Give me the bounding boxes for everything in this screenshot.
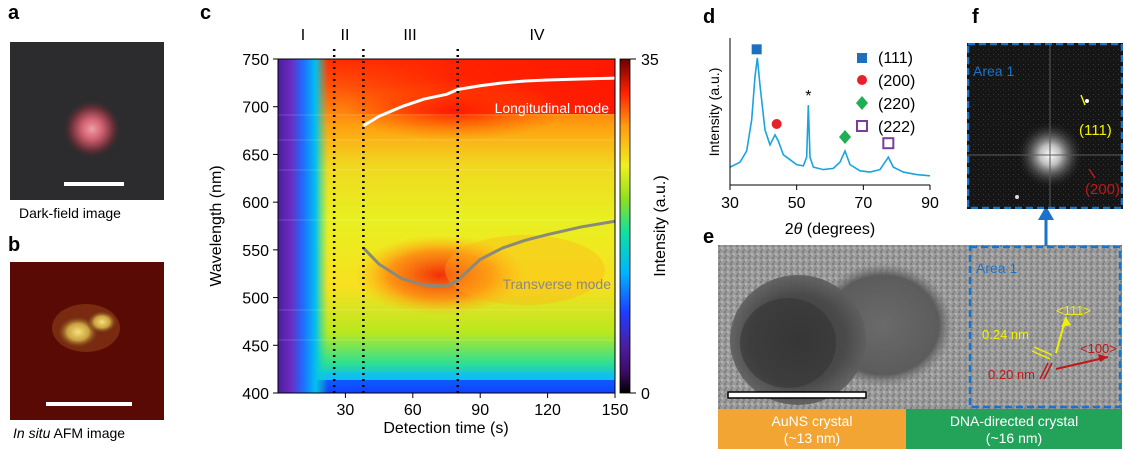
- c-ytick-label: 550: [242, 243, 269, 260]
- scale-bar: [64, 182, 124, 186]
- spacing-label-024: 0.24 nm: [982, 327, 1029, 342]
- transverse-mode-label: Transverse mode: [503, 276, 612, 292]
- c-ytick-label: 650: [242, 147, 269, 164]
- mode-curve: [362, 76, 616, 128]
- phase-label-I: I: [301, 27, 305, 44]
- c-ytick-label: 750: [242, 52, 269, 69]
- colorbar-min: 0: [641, 386, 650, 403]
- colorbar: [619, 58, 631, 394]
- panel-letter-a: a: [8, 2, 20, 24]
- peak-marker-111: [751, 44, 762, 55]
- longitudinal-mode-label: Longitudinal mode: [495, 100, 610, 116]
- direction-label-111: <111>: [1056, 303, 1091, 318]
- c-ytick-label: 450: [242, 338, 269, 355]
- dark-field-image: [10, 42, 164, 200]
- area-1-label-e: Area 1: [976, 260, 1017, 276]
- c-ytick-label: 600: [242, 195, 269, 212]
- heatmap-image: [278, 59, 615, 393]
- area-1-box-f: [967, 43, 1123, 209]
- peak-marker-200: [771, 118, 782, 129]
- legend-label-220: (220): [878, 96, 915, 113]
- fft-image: Area 1 (111) (200): [967, 43, 1123, 209]
- caption-b: In situ AFM image: [13, 425, 125, 441]
- legend-marker-111: [857, 53, 867, 63]
- afm-image: [10, 262, 164, 420]
- c-ytick-label: 500: [242, 291, 269, 308]
- direction-label-100: <100>: [1080, 341, 1117, 356]
- caption-a: Dark-field image: [19, 205, 121, 221]
- phase-label-IV: IV: [529, 27, 544, 44]
- auns-crystal-bar: [718, 409, 906, 449]
- mode-curve: [362, 219, 616, 288]
- panel-letter-b: b: [8, 234, 21, 256]
- plot-frame: [277, 58, 616, 394]
- scale-bar: [727, 391, 867, 399]
- c-xtick-label: 120: [534, 402, 561, 419]
- scale-bar: [46, 402, 132, 406]
- d-xtick-label: 90: [921, 195, 939, 212]
- legend-label-111: (111): [878, 50, 913, 67]
- d-xtick-label: 70: [854, 195, 872, 212]
- phase-label-II: II: [341, 27, 350, 44]
- fft-spot-200-label: (200): [1085, 181, 1120, 198]
- c-xtick-label: 90: [471, 402, 489, 419]
- xrd-legend: (111) (200) (220) (222): [856, 50, 915, 136]
- xrd-curve: [729, 57, 931, 177]
- dna-bar-line1: DNA-directed crystal: [950, 413, 1078, 429]
- dna-directed-crystal-bar: [906, 409, 1122, 449]
- colorbar-max: 35: [641, 52, 659, 69]
- c-ytick-label: 700: [242, 100, 269, 117]
- legend-label-200: (200): [878, 73, 915, 90]
- panel-letter-d: d: [703, 6, 716, 28]
- tem-image: Area 1 <111> 0.24 nm <100> 0.20 nm AuNS …: [718, 245, 1122, 449]
- d-xlabel: 2θ (degrees): [785, 221, 876, 238]
- legend-marker-200: [857, 75, 867, 85]
- peak-marker-222: [882, 137, 895, 150]
- colorbar-label: Intensity (a.u.): [652, 175, 669, 276]
- panel-letter-e: e: [703, 226, 715, 248]
- area-1-label-f: Area 1: [973, 63, 1014, 79]
- fft-spot-111-label: (111): [1079, 122, 1112, 139]
- link-arrow: [1038, 206, 1054, 246]
- caption-b-rest: AFM image: [50, 425, 126, 441]
- legend-marker-222: [856, 120, 868, 132]
- panel-letter-f: f: [972, 6, 979, 28]
- d-ylabel: Intensity (a.u.): [706, 68, 722, 157]
- impurity-star: *: [805, 88, 811, 105]
- c-ylabel: Wavelength (nm): [208, 165, 225, 286]
- c-xtick-label: 60: [404, 402, 422, 419]
- d-xtick-label: 50: [788, 195, 806, 212]
- area-1-box: [968, 245, 1122, 409]
- peak-marker-220: [839, 130, 851, 144]
- spacing-label-020: 0.20 nm: [988, 367, 1035, 382]
- dna-bar-line2: (~16 nm): [986, 430, 1042, 446]
- caption-b-italic: In situ: [13, 425, 51, 441]
- c-xtick-label: 150: [602, 402, 629, 419]
- c-xlabel: Detection time (s): [383, 420, 508, 437]
- legend-label-222: (222): [878, 119, 915, 136]
- legend-marker-220: [856, 96, 868, 110]
- panel-letter-c: c: [200, 2, 212, 24]
- c-ytick-label: 400: [242, 386, 269, 403]
- auns-bar-line2: (~13 nm): [784, 430, 840, 446]
- xrd-chart: * (111) (200) (220) (222) 30 50 70 90 Inten…: [706, 38, 939, 238]
- d-xtick-label: 30: [721, 195, 739, 212]
- c-xtick-label: 30: [337, 402, 355, 419]
- auns-bar-line1: AuNS crystal: [772, 413, 853, 429]
- phase-label-III: III: [403, 27, 416, 44]
